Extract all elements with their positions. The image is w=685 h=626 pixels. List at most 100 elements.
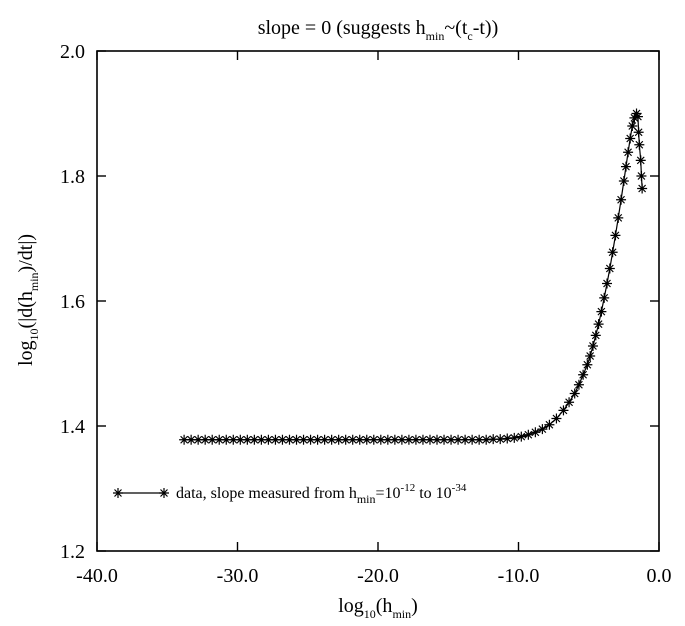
data-point	[632, 111, 643, 122]
data-point	[629, 112, 640, 123]
data-point	[599, 292, 610, 303]
data-point	[633, 127, 644, 138]
data-point	[558, 405, 569, 416]
data-point	[631, 108, 642, 119]
data-point	[207, 434, 218, 445]
data-point	[607, 247, 618, 258]
data-point	[582, 359, 593, 370]
data-point	[340, 434, 351, 445]
data-point	[228, 434, 239, 445]
data-point	[544, 419, 555, 430]
data-point	[270, 434, 281, 445]
data-point	[604, 263, 615, 274]
data-point	[585, 351, 596, 361]
data-point	[305, 434, 316, 445]
data-point	[410, 434, 421, 445]
data-series	[179, 108, 648, 445]
data-point	[347, 434, 358, 445]
legend: data, slope measured from hmin=10-12 to …	[113, 482, 467, 506]
data-point	[354, 434, 365, 445]
y-tick-label: 1.2	[60, 541, 85, 563]
series-line	[184, 112, 643, 441]
y-tick-label: 2.0	[60, 41, 85, 63]
data-point	[620, 161, 631, 172]
data-point	[613, 212, 624, 223]
data-point	[593, 319, 604, 330]
x-axis-label: log10(hmin)	[338, 595, 418, 621]
data-point	[551, 413, 562, 424]
data-point	[590, 330, 601, 341]
data-point	[193, 434, 204, 445]
data-point	[389, 434, 400, 445]
data-point	[200, 434, 211, 445]
y-tick-label: 1.4	[60, 416, 85, 438]
data-point	[467, 434, 478, 445]
data-point	[573, 379, 584, 390]
data-point	[263, 434, 274, 445]
data-point	[221, 434, 232, 445]
data-point	[291, 434, 302, 445]
data-point	[368, 434, 379, 445]
data-point	[564, 397, 575, 408]
data-point	[481, 434, 492, 445]
data-point	[235, 434, 246, 445]
data-point	[602, 278, 613, 289]
data-point	[179, 434, 190, 445]
data-point	[361, 434, 372, 445]
data-point	[569, 388, 580, 399]
data-point	[610, 230, 621, 241]
data-point	[537, 424, 548, 435]
data-point	[636, 171, 647, 181]
plot-frame	[96, 50, 660, 552]
data-point	[635, 155, 646, 166]
data-point	[530, 427, 541, 438]
data-point	[616, 194, 627, 205]
data-point	[578, 369, 589, 380]
data-point	[627, 121, 638, 131]
x-tick-label: -10.0	[498, 565, 540, 587]
data-point	[618, 176, 629, 186]
chart-title: slope = 0 (suggests hmin~(tc-t))	[258, 17, 499, 43]
data-point	[284, 434, 295, 445]
data-point	[424, 434, 435, 445]
data-point	[625, 133, 636, 144]
data-point	[242, 434, 253, 445]
data-point	[596, 306, 607, 317]
y-tick-label: 1.6	[60, 291, 85, 313]
data-point	[298, 434, 309, 445]
data-point	[474, 434, 485, 445]
data-point	[439, 434, 450, 445]
y-tick-label: 1.8	[60, 166, 85, 188]
data-point	[432, 434, 443, 445]
legend-label: data, slope measured from hmin=10-12 to …	[176, 482, 467, 506]
data-point	[312, 434, 323, 445]
data-point	[319, 434, 330, 445]
data-point	[333, 434, 344, 445]
x-tick-label: -30.0	[217, 565, 259, 587]
data-point	[637, 183, 648, 194]
data-point	[523, 429, 534, 440]
data-point	[509, 432, 520, 443]
legend-marker-right	[159, 488, 169, 498]
data-point	[488, 434, 499, 445]
data-point	[623, 147, 634, 158]
data-point	[634, 139, 645, 150]
x-tick-label: -40.0	[76, 565, 118, 587]
data-point	[495, 434, 506, 445]
data-point	[516, 431, 527, 442]
data-point	[186, 434, 197, 445]
data-point	[382, 434, 393, 445]
data-point	[453, 434, 464, 445]
data-point	[214, 434, 225, 445]
data-point	[403, 434, 414, 445]
data-point	[326, 434, 337, 445]
x-tick-label: -20.0	[357, 565, 399, 587]
x-tick-label: 0.0	[647, 565, 672, 587]
data-point	[460, 434, 471, 445]
legend-marker-left	[113, 488, 123, 498]
axis-ticks	[96, 50, 660, 552]
data-point	[502, 433, 513, 444]
data-point	[396, 434, 407, 445]
data-point	[587, 341, 598, 351]
